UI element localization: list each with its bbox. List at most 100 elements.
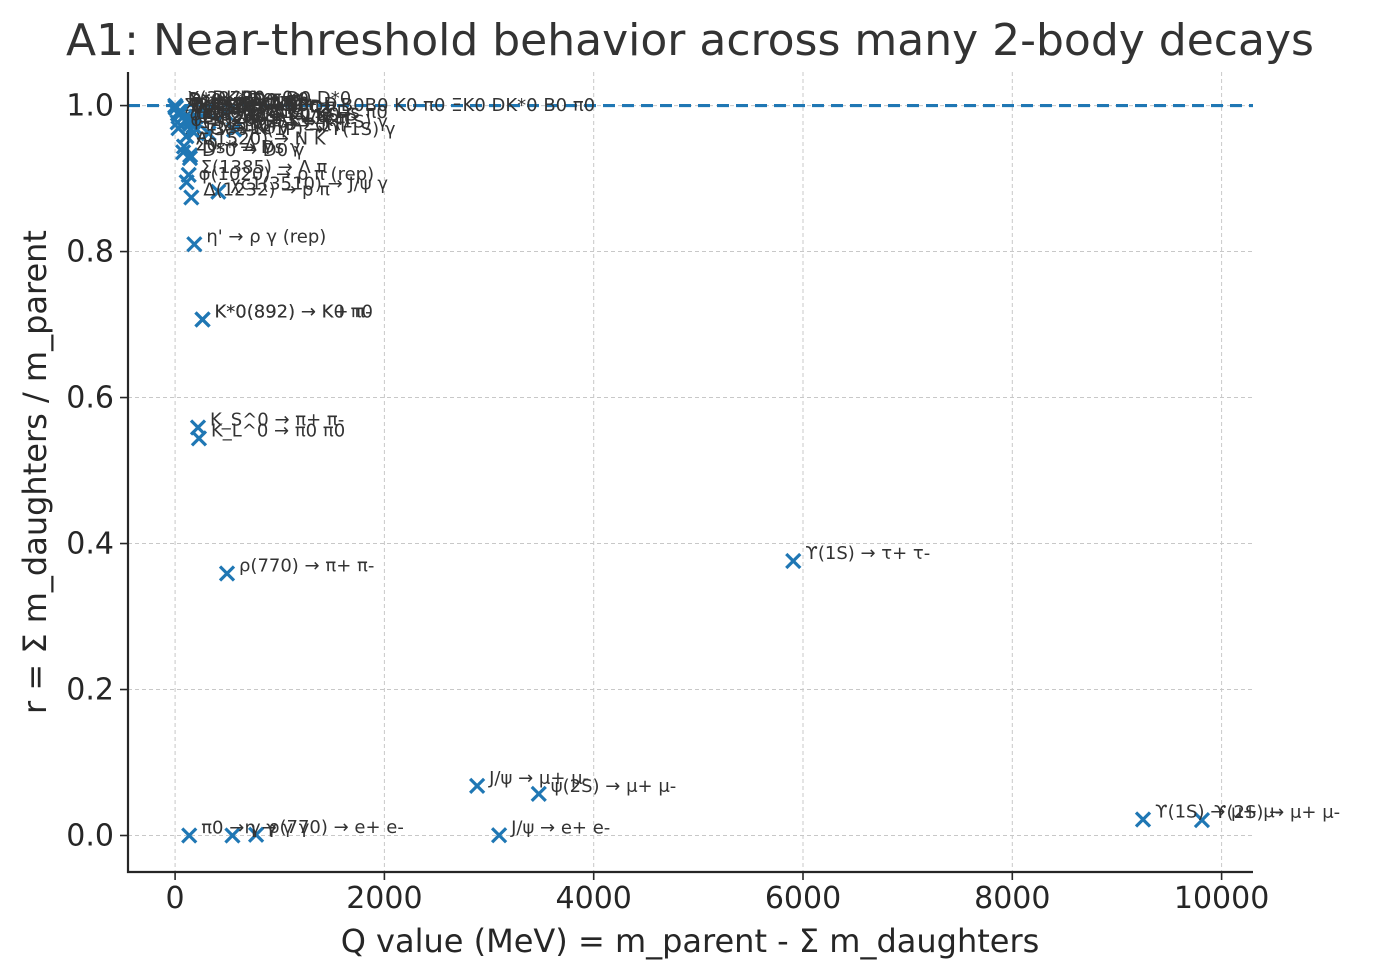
point-label: D*+ → D+ π0 <box>188 89 309 110</box>
point-label: φ(1020) → K+ K- <box>190 110 337 131</box>
point-label: ϒ(2S) → ϒ(1S) γ <box>246 112 388 133</box>
point-label: D*0 → D0 γ <box>202 140 305 161</box>
chart-title: A1: Near-threshold behavior across many … <box>66 15 1314 66</box>
point-label: Ξc' → Ξc γ <box>198 118 289 139</box>
x-tick-label: 2000 <box>346 881 422 916</box>
point-label: ϒ(1S) → τ+ τ- <box>805 543 930 564</box>
point-label: Λ(1520) → N K <box>196 128 327 149</box>
plot-spines <box>126 72 1253 874</box>
point-marker-stroke <box>1134 811 1152 828</box>
point-label: Δ(1232) → p π <box>203 180 330 201</box>
point-marker-stroke <box>210 183 227 200</box>
point-label: φ(1020) → KL KS <box>190 104 339 125</box>
point-label: Λb → Λc π <box>208 99 297 120</box>
point-label: Σc(2455) → Λc π <box>190 96 337 117</box>
point-marker-stroke <box>180 166 197 184</box>
data-point <box>183 189 200 206</box>
point-marker-stroke <box>225 121 243 138</box>
point-marker-stroke <box>1193 812 1211 829</box>
point-label: η' → ρ γ (rep) <box>206 226 326 247</box>
point-marker-stroke <box>181 827 198 844</box>
cluster-label: Σ(1385)K(1P) → ϒ(1S) γ <box>184 119 396 140</box>
point-label: π0 → γ γ <box>201 818 277 839</box>
data-point <box>490 827 508 844</box>
data-point <box>176 112 194 130</box>
x-axis-ticks: 0 2000 4000 6000 8000 10000 <box>166 872 1269 916</box>
point-label: Ξ(1530) → Ξ π <box>206 115 332 136</box>
point-marker-stroke <box>198 103 215 120</box>
callout-label: DK*0 <box>212 88 258 109</box>
data-point <box>182 147 199 164</box>
point-marker-stroke <box>190 430 208 447</box>
data-point <box>785 552 802 570</box>
data-point <box>468 777 486 794</box>
point-label: ϒ(2S) → μ+ μ- <box>1214 802 1340 823</box>
point-marker-stroke <box>182 147 199 164</box>
point-marker-stroke <box>194 311 211 328</box>
data-point <box>180 166 197 184</box>
point-label: K*0(892) → K0 π0 <box>215 301 373 322</box>
point-marker-stroke <box>200 125 217 142</box>
point-label: Z → K0 K0 <box>218 93 309 114</box>
point-marker-stroke <box>224 827 241 844</box>
point-label: χc1(3510) → J/ψ γ <box>230 174 388 195</box>
point-marker-stroke <box>183 189 200 206</box>
point-marker-stroke <box>175 138 193 155</box>
y-tick-label: 1.0 <box>66 89 114 124</box>
y-tick-label: 0.8 <box>66 235 114 270</box>
point-label: D*+ → D0 π+ <box>188 90 309 111</box>
point-marker-stroke <box>785 552 802 570</box>
point-label: ρ(770) → π+ π- <box>239 555 374 576</box>
point-label: X(3872) → D0 D*0 <box>187 88 351 109</box>
data-point <box>187 108 205 125</box>
data-point <box>530 785 547 803</box>
point-label: B1 → B* π <box>197 103 285 124</box>
y-tick-label: 0.2 <box>66 673 114 708</box>
point-marker-stroke <box>530 785 547 803</box>
point-label: ϒ(1S) → μ+ μ- <box>1155 801 1281 822</box>
point-labels: π0 → γ γη → γ γρ(770) → e+ e- J/ψ → e+ e-… <box>187 88 1340 839</box>
point-label: φ(1020) → ρ π (rep) <box>199 164 375 185</box>
point-label: J/ψ → μ+ μ- <box>488 768 589 789</box>
data-point <box>181 150 199 167</box>
x-axis-label: Q value (MeV) = m_parent - Σ m_daughters <box>341 922 1040 960</box>
point-marker-stroke <box>176 112 194 130</box>
y-axis-ticks: 0.0 0.2 0.4 0.6 0.8 1.0 <box>66 89 128 854</box>
point-label: Bs* → Bs γ <box>192 94 288 115</box>
data-point <box>175 138 193 155</box>
point-label: ρ(770) → e+ e- <box>268 817 404 838</box>
data-point <box>225 121 243 138</box>
point-marker-stroke <box>178 128 195 145</box>
point-label: a1 → ρ π <box>203 101 280 122</box>
point-label: K_S K0 <box>237 95 298 116</box>
point-label: D*0 → D0 π0 <box>188 90 302 111</box>
data-point <box>198 103 215 120</box>
data-point <box>1193 812 1211 829</box>
point-label: K*0(892) → K+ π- <box>215 301 372 322</box>
data-point <box>194 311 211 328</box>
point-label: K_S^0 → π+ π- <box>210 409 344 430</box>
point-label: η → γ γ <box>244 818 309 839</box>
data-point <box>224 827 241 844</box>
point-marker-stroke <box>167 97 184 114</box>
x-tick-label: 0 <box>166 881 185 916</box>
x-tick-label: 10000 <box>1174 881 1269 916</box>
point-marker-stroke <box>170 104 187 121</box>
point-label: Ds* → Ds γ <box>202 137 301 158</box>
point-marker-stroke <box>181 150 199 167</box>
data-point <box>1134 811 1152 828</box>
data-point <box>167 97 184 114</box>
point-marker-stroke <box>217 104 234 122</box>
point-label: K_L^0 → π0 π0 <box>211 420 345 441</box>
point-marker-stroke <box>186 236 203 253</box>
point-label: J/ψ → e+ e- <box>510 817 610 838</box>
cluster-labels: ΣD(2010)→D0π+ B0B0 K0 π0 ΞK0 DK*0 B0 π0K… <box>184 95 595 140</box>
callout-label: B0 π0 <box>242 88 294 109</box>
data-point <box>200 125 217 142</box>
y-tick-label: 0.4 <box>66 527 114 562</box>
point-marker-stroke <box>468 777 486 794</box>
point-marker-stroke <box>187 108 205 125</box>
point-marker-stroke <box>247 826 265 843</box>
data-point <box>247 826 265 843</box>
